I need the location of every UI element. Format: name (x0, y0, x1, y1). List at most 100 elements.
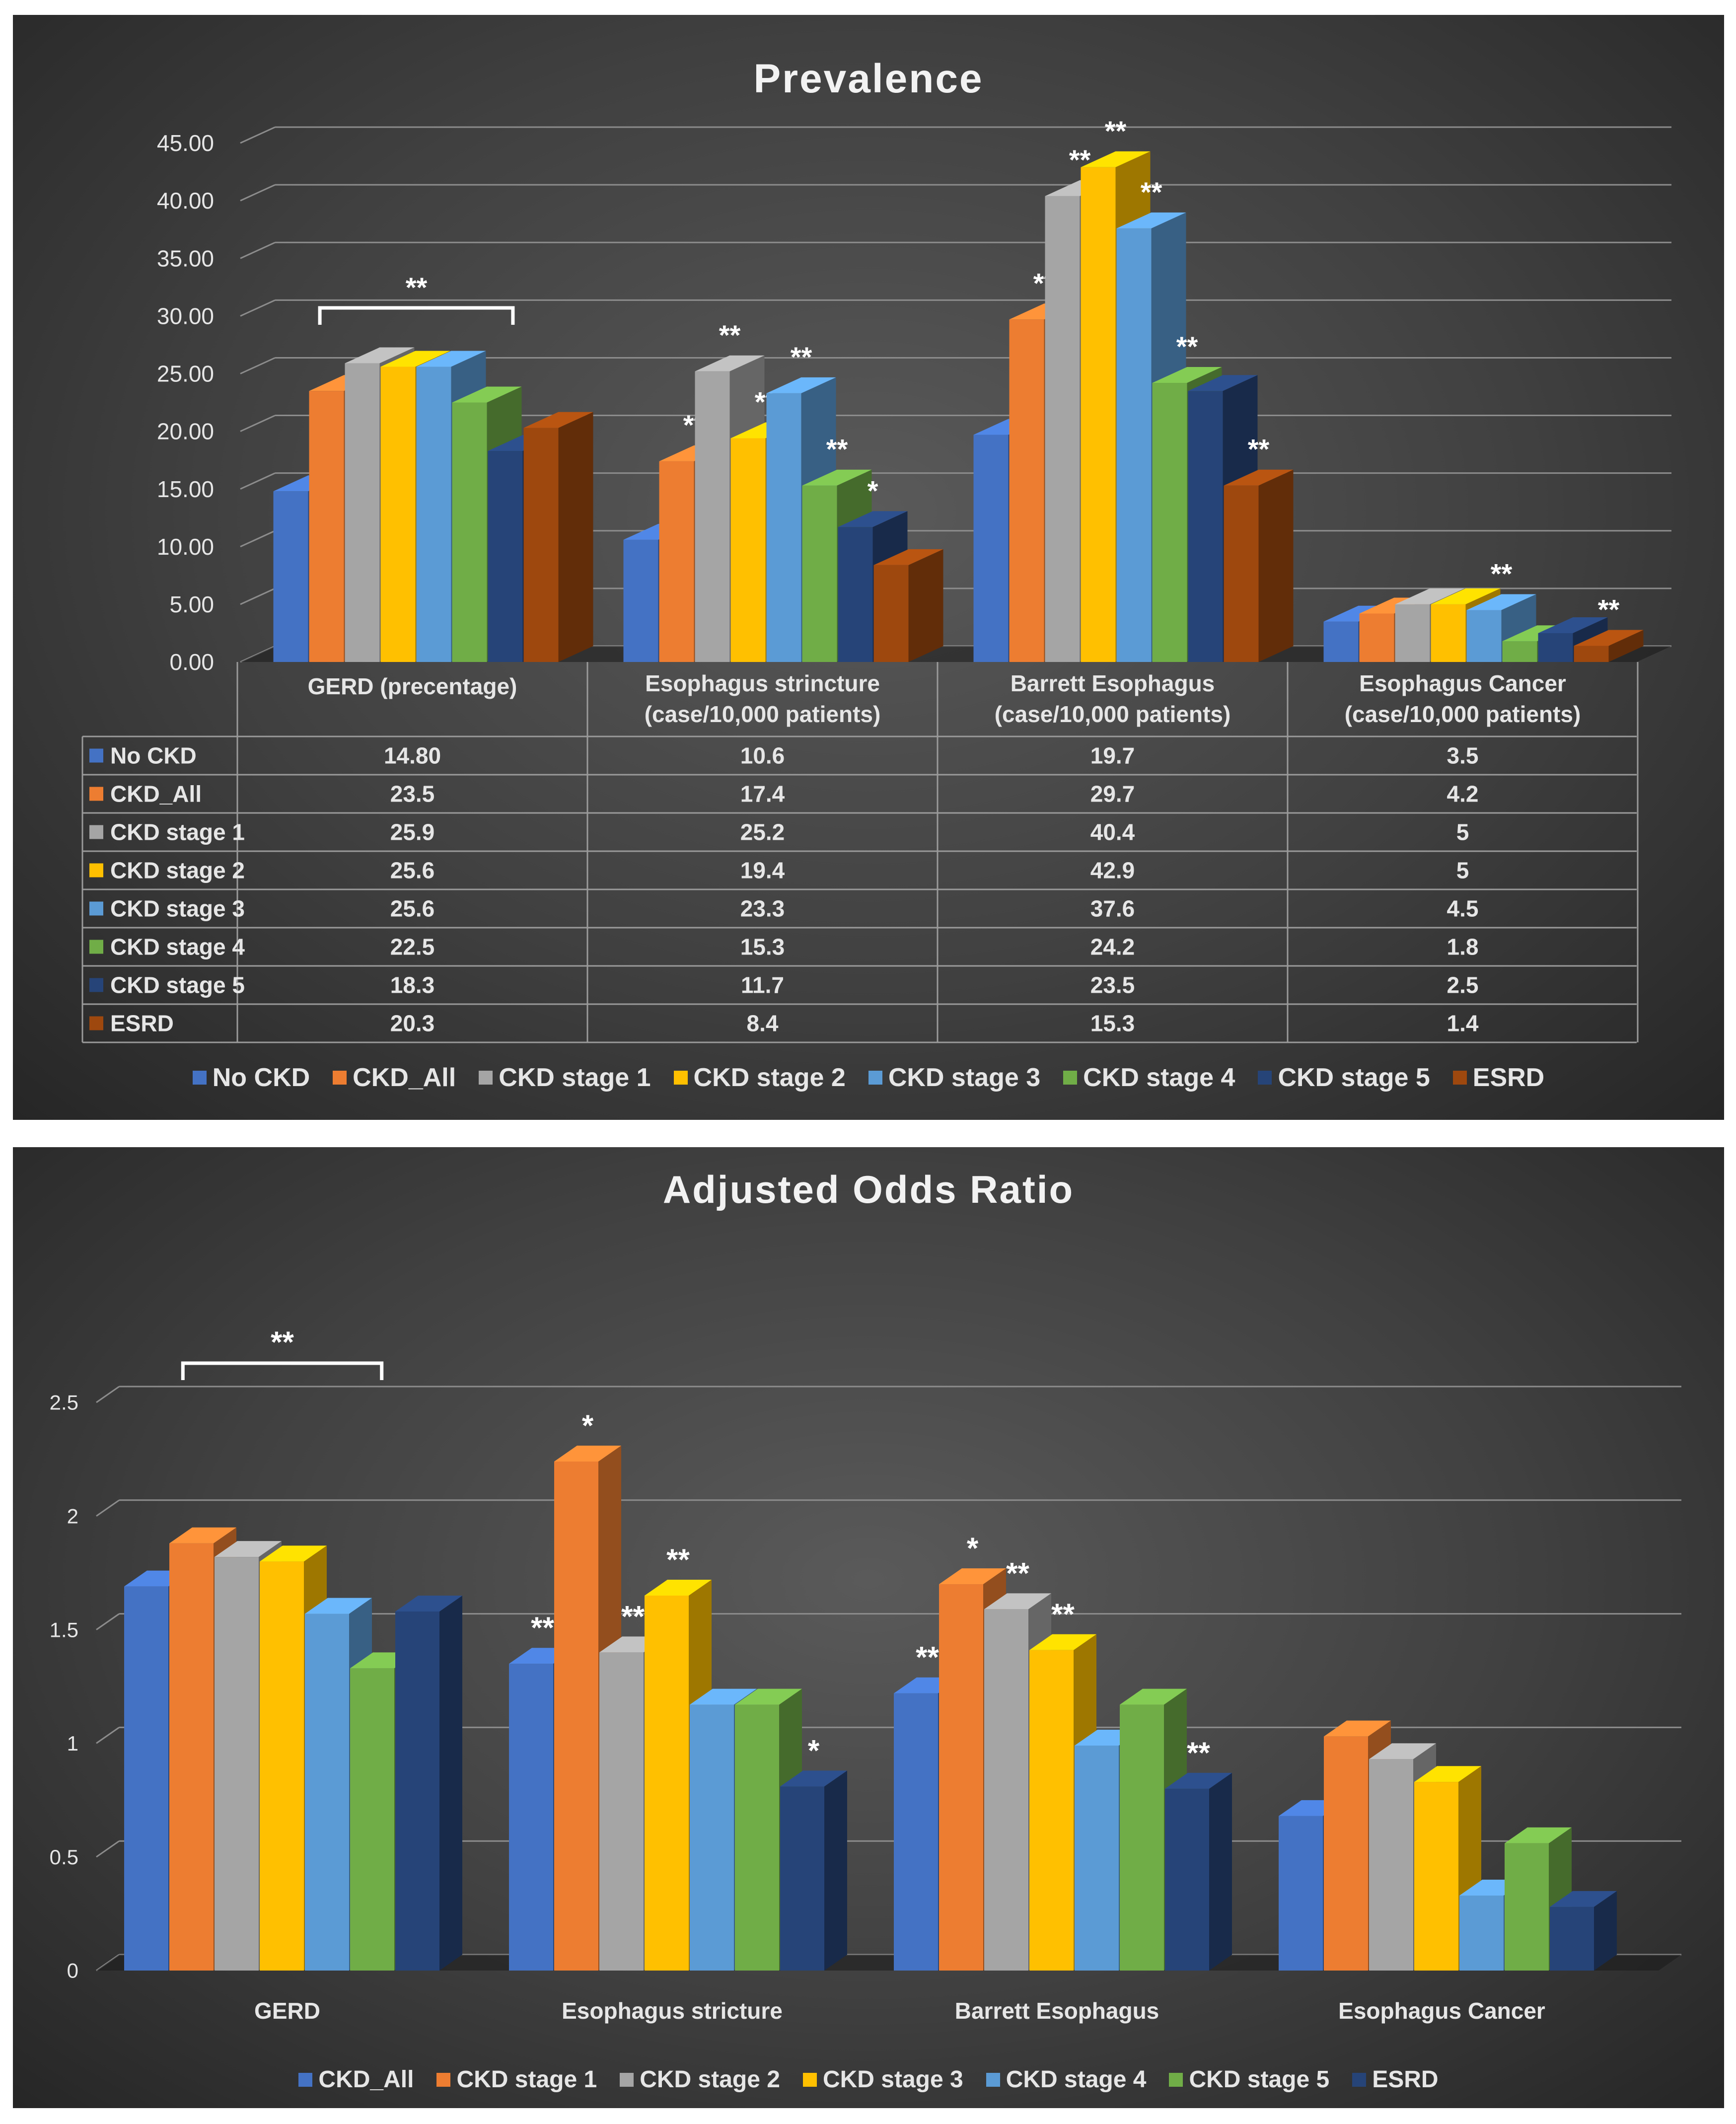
bar-side (824, 1770, 847, 1971)
legend-swatch (1258, 1071, 1272, 1085)
legend-item: CKD_All (298, 2066, 414, 2093)
legend-item: CKD stage 1 (479, 1063, 651, 1093)
significance-mark: * (582, 1409, 594, 1442)
bar-top (452, 386, 522, 403)
table-cell: 25.6 (390, 896, 435, 922)
bar-ckd-stage-5-0 (350, 1668, 394, 1971)
bar-top (1369, 1743, 1436, 1759)
bar-esrd-2 (1224, 485, 1259, 662)
bar-top (1188, 375, 1258, 391)
table-cell: 19.4 (740, 858, 785, 883)
bar-top (1505, 1827, 1572, 1843)
legend-item: ESRD (1452, 1063, 1544, 1093)
table-cell: 3.5 (1447, 743, 1479, 769)
legend-swatch (620, 2072, 634, 2087)
significance-mark: ** (531, 1611, 554, 1644)
x-category-label: Barrett Esophagus (955, 1998, 1159, 2024)
bar-ckd-stage-1-1 (554, 1461, 598, 1971)
legend-swatch (673, 1071, 688, 1085)
table-cell: 10.6 (740, 743, 785, 769)
legend-swatch (1452, 1071, 1467, 1085)
bar-top (554, 1445, 621, 1462)
table-cell: 15.3 (1090, 1011, 1135, 1036)
bar-ckd-stage-2-3 (1431, 604, 1466, 662)
y-tick-label: 30.00 (157, 303, 214, 329)
table-column-header: (case/10,000 patients) (1345, 701, 1581, 727)
bar-ckd-stage-3-0 (416, 366, 451, 662)
y-tick-label: 0.5 (50, 1845, 78, 1869)
bar-top (305, 1598, 372, 1614)
gridline-edge (240, 241, 276, 259)
table-row-label: CKD_All (110, 781, 202, 807)
y-tick-label: 0 (67, 1959, 78, 1982)
table-cell: 37.6 (1090, 896, 1135, 922)
y-tick-label: 0.00 (169, 649, 214, 675)
table-row-label: CKD stage 5 (110, 972, 245, 998)
bar-esrd-0 (523, 428, 559, 662)
bar-side (1209, 1772, 1232, 1971)
bar-top (873, 549, 943, 565)
bar-top (523, 412, 593, 428)
legend-swatch (1169, 2072, 1183, 2087)
bar-top (1431, 588, 1501, 604)
table-row-swatch (89, 748, 103, 763)
bar-ckd-stage-4-2 (1075, 1745, 1119, 1971)
y-tick-label: 5.00 (169, 591, 214, 617)
bar-ckd_all-0 (124, 1586, 168, 1971)
bar-side (439, 1595, 462, 1971)
y-tick-label: 20.00 (157, 419, 214, 444)
odds-ratio-chart-title: Adjusted Odds Ratio (662, 1168, 1075, 1211)
odds-ratio-chart-svg: 00.511.522.5*******************GERD Esoph… (50, 1325, 1681, 2024)
bar-ckd-stage-3-3 (1466, 610, 1502, 662)
table-row-swatch (89, 901, 103, 916)
bar-ckd-stage-5-0 (488, 451, 523, 662)
bar-top (169, 1527, 236, 1543)
legend-item: CKD stage 3 (802, 2066, 963, 2093)
table-row-swatch (89, 787, 103, 801)
table-cell: 4.2 (1447, 781, 1479, 807)
table-cell: 11.7 (741, 972, 784, 998)
bar-side (558, 412, 593, 662)
table-cell: 5 (1456, 858, 1469, 883)
bar-no-ckd-2 (973, 435, 1009, 662)
bar-top (416, 351, 486, 367)
table-row-swatch (89, 825, 103, 839)
bar-top (939, 1568, 1006, 1585)
bar-top (695, 355, 765, 371)
table-row-label: ESRD (110, 1011, 174, 1036)
gridline-edge (240, 415, 276, 432)
significance-mark: ** (1105, 115, 1127, 146)
bar-top (984, 1593, 1051, 1610)
table-cell: 29.7 (1090, 781, 1135, 807)
bar-top (1324, 1720, 1391, 1737)
bar-ckd-stage-5-3 (1538, 633, 1573, 662)
legend-label: CKD stage 1 (499, 1063, 651, 1092)
table-column-header: GERD (precentage) (308, 673, 517, 699)
significance-mark: ** (1176, 331, 1198, 362)
bar-ckd-stage-5-1 (838, 527, 873, 662)
prevalence-chart-title: Prevalence (753, 56, 984, 101)
y-tick-label: 10.00 (157, 534, 214, 560)
gridline-edge (96, 1613, 120, 1630)
bar-esrd-1 (873, 565, 909, 662)
bar-ckd-stage-1-0 (345, 363, 380, 662)
significance-mark: ** (1248, 434, 1270, 465)
x-category-label: Esophagus Cancer (1338, 1998, 1545, 2024)
bar-esrd-3 (1574, 646, 1609, 662)
legend-item: CKD stage 1 (436, 2066, 597, 2093)
bar-ckd-stage-4-1 (802, 485, 837, 662)
bar-ckd-stage-2-1 (730, 438, 766, 662)
bar-top (690, 1688, 757, 1705)
table-cell: 8.4 (747, 1011, 779, 1036)
bar-top (802, 469, 872, 486)
bar-esrd-2 (1165, 1788, 1209, 1971)
table-cell: 1.4 (1447, 1011, 1479, 1036)
bar-top (260, 1545, 327, 1562)
bar-top (1538, 617, 1608, 633)
prevalence-chart-panel: Prevalence 0.00 5.00 10.00 15.00 20.00 25.00 3… (13, 15, 1724, 1120)
legend-swatch (436, 2072, 451, 2087)
odds-ratio-legend: CKD_All CKD stage 1 CKD stage 2 CKD stage 3… (13, 2066, 1724, 2093)
bar-top (1165, 1772, 1232, 1789)
significance-mark: ** (1187, 1736, 1210, 1769)
legend-label: CKD stage 5 (1189, 2066, 1330, 2093)
